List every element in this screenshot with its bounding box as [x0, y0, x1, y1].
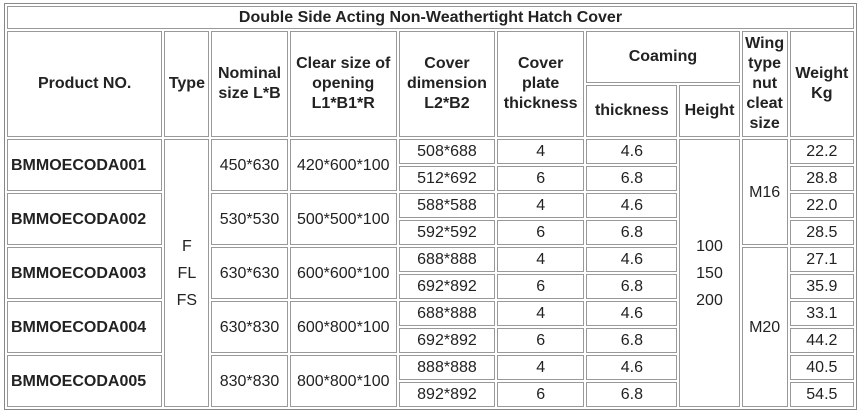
header-cell: Type [164, 31, 210, 137]
plate-thickness: 6 [497, 220, 585, 245]
table-title: Double Side Acting Non-Weathertight Hatc… [7, 6, 854, 29]
table-row: 592*592 6 6.8 28.5 [7, 220, 854, 245]
weight: 54.5 [789, 382, 854, 407]
cover-dimension: 692*892 [398, 274, 496, 299]
table-row: BMMOECODA005 830*830 800*800*100 888*888 4 4.… [7, 355, 854, 407]
type-value: F [182, 237, 192, 255]
coaming-thickness: 4.6 [586, 139, 678, 164]
coaming-thickness: 6.8 [586, 166, 678, 191]
header-cell: thickness [586, 85, 678, 137]
cover-dimension: 688*888 [398, 247, 496, 272]
clear-size: 600*600*100 [289, 247, 397, 299]
header-cell: Nominal size L*B [211, 31, 288, 137]
height-value: 150 [696, 264, 723, 282]
clear-size: 800*800*100 [289, 355, 397, 407]
nominal-size: 530*530 [211, 193, 288, 245]
product-number: BMMOECODA003 [7, 247, 163, 299]
plate-thickness: 6 [497, 328, 585, 353]
weight: 28.5 [789, 220, 854, 245]
header-cell: Weight Kg [789, 31, 854, 137]
height-cell: 100 150 200 [679, 139, 740, 407]
table-row: BMMOECODA003 630*630 600*600*100 688*888 4 4.… [7, 247, 854, 407]
cover-dimension: 588*588 [398, 193, 496, 218]
plate-thickness: 6 [497, 274, 585, 299]
nominal-size: 630*630 [211, 247, 288, 299]
plate-thickness: 4 [497, 139, 585, 164]
table-row: Double Side Acting Non-Weathertight Hatc… [7, 6, 854, 29]
coaming-thickness: 4.6 [586, 355, 678, 380]
cover-dimension: 688*888 [398, 301, 496, 326]
header-cell: Product NO. [7, 31, 163, 137]
coaming-thickness: 4.6 [586, 301, 678, 326]
type-cell: F FL FS [164, 139, 210, 407]
weight: 22.0 [789, 193, 854, 218]
product-number: BMMOECODA001 [7, 139, 163, 191]
coaming-thickness: 4.6 [586, 247, 678, 272]
weight: 40.5 [789, 355, 854, 380]
cover-dimension: 508*688 [398, 139, 496, 164]
table-row: 692*892 6 6.8 35.9 [7, 274, 854, 299]
cover-dimension: 592*592 [398, 220, 496, 245]
weight: 28.8 [789, 166, 854, 191]
plate-thickness: 4 [497, 247, 585, 272]
table-row: 692*892 6 6.8 44.2 [7, 328, 854, 353]
header-cell: Wing type nut cleat size [741, 31, 788, 137]
cover-dimension: 512*692 [398, 166, 496, 191]
weight: 22.2 [789, 139, 854, 164]
cover-dimension: 692*892 [398, 328, 496, 353]
header-cell: Clear size of opening L1*B1*R [289, 31, 397, 137]
clear-size: 500*500*100 [289, 193, 397, 245]
weight: 33.1 [789, 301, 854, 326]
product-number: BMMOECODA004 [7, 301, 163, 353]
plate-thickness: 6 [497, 166, 585, 191]
nominal-size: 630*830 [211, 301, 288, 353]
table-row: 892*892 6 6.8 54.5 [7, 382, 854, 407]
product-number: BMMOECODA002 [7, 193, 163, 245]
cover-dimension: 892*892 [398, 382, 496, 407]
weight: 35.9 [789, 274, 854, 299]
table-row: thickness Height [7, 85, 854, 137]
header-cell: Height [679, 85, 740, 137]
plate-thickness: 4 [497, 301, 585, 326]
table-body: Double Side Acting Non-Weathertight Hatc… [7, 6, 854, 407]
hatch-cover-table: Double Side Acting Non-Weathertight Hatc… [4, 3, 857, 410]
plate-thickness: 4 [497, 193, 585, 218]
nominal-size: 830*830 [211, 355, 288, 407]
nominal-size: 450*630 [211, 139, 288, 191]
height-value: 100 [696, 237, 723, 255]
table-row: 512*692 6 6.8 28.8 [7, 166, 854, 191]
header-cell: Cover dimension L2*B2 [398, 31, 496, 137]
header-cell: Cover plate thickness [497, 31, 585, 137]
plate-thickness: 6 [497, 382, 585, 407]
table-row: BMMOECODA004 630*830 600*800*100 688*888 4 4.… [7, 301, 854, 353]
plate-thickness: 4 [497, 355, 585, 380]
wing-nut-size: M20 [741, 247, 788, 407]
height-value: 200 [696, 291, 723, 309]
coaming-thickness: 4.6 [586, 193, 678, 218]
coaming-thickness: 6.8 [586, 220, 678, 245]
header-cell: Coaming [586, 31, 740, 83]
clear-size: 420*600*100 [289, 139, 397, 191]
weight: 44.2 [789, 328, 854, 353]
coaming-thickness: 6.8 [586, 328, 678, 353]
table-row: BMMOECODA001 F FL FS 450*630 420*600*100 508*6… [7, 139, 854, 407]
wing-nut-size: M16 [741, 139, 788, 245]
table-row: Product NO. Type Nominal size L*B Clear siz… [7, 31, 854, 137]
cover-dimension: 888*888 [398, 355, 496, 380]
coaming-thickness: 6.8 [586, 382, 678, 407]
table-row: BMMOECODA002 530*530 500*500*100 588*588 4 4.… [7, 193, 854, 245]
product-number: BMMOECODA005 [7, 355, 163, 407]
type-value: FS [176, 291, 198, 309]
type-value: FL [177, 264, 197, 282]
coaming-thickness: 6.8 [586, 274, 678, 299]
clear-size: 600*800*100 [289, 301, 397, 353]
weight: 27.1 [789, 247, 854, 272]
